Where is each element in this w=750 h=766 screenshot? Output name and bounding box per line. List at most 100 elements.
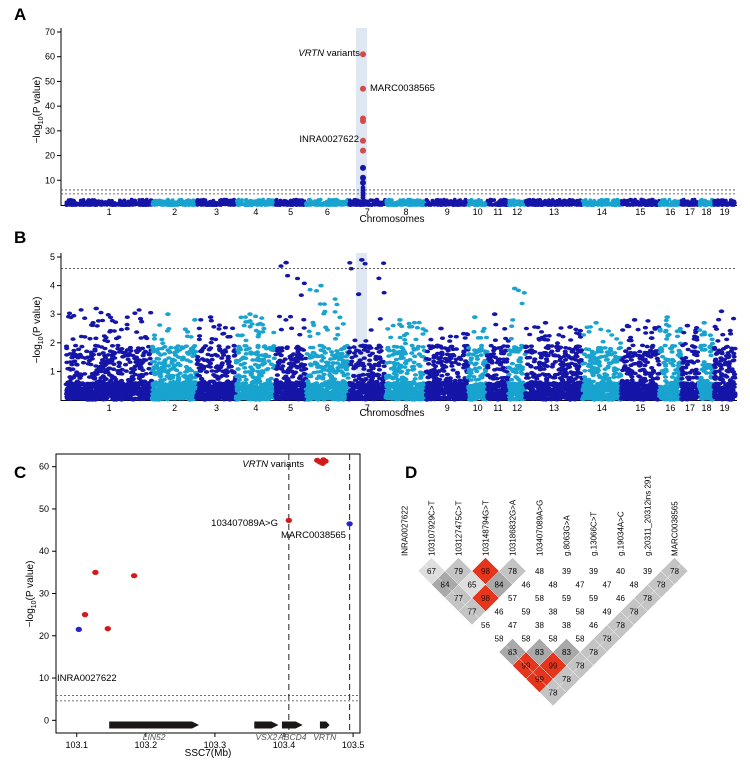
panel-b-point <box>124 326 130 331</box>
panel-b-point <box>183 344 189 349</box>
panel-a-point <box>542 200 547 205</box>
panel-b-point <box>129 386 135 391</box>
panel-b-point <box>235 367 241 371</box>
panel-a-point <box>471 201 476 206</box>
panel-a-point <box>625 203 630 207</box>
panel-b-point <box>109 374 115 378</box>
panel-b-point <box>182 373 188 378</box>
panel-b-point <box>98 310 104 315</box>
panel-b-point <box>90 398 96 402</box>
panel-b-point <box>78 334 84 339</box>
panel-b-point <box>338 369 344 373</box>
panel-b-point <box>99 318 106 323</box>
panel-b-point <box>235 359 241 363</box>
panel-a-point <box>72 201 77 206</box>
panel-a-chromosome-label: 12 <box>512 207 522 217</box>
panel-b-point <box>255 365 261 369</box>
panel-b-point <box>245 370 252 374</box>
panel-b-point <box>259 316 265 320</box>
panel-b-point <box>267 394 273 399</box>
panel-b-point <box>78 392 84 397</box>
panel-b-point <box>109 359 115 363</box>
panel-b-point <box>192 344 198 348</box>
panel-b-point <box>142 335 149 339</box>
panel-b-point <box>151 365 157 369</box>
panel-a-point <box>228 198 233 203</box>
panel-b-point <box>133 360 139 364</box>
panel-b-point <box>151 349 157 353</box>
panel-b-point <box>223 369 229 373</box>
panel-a-point <box>275 203 280 207</box>
panel-a-point <box>274 198 279 203</box>
panel-b-point <box>128 367 135 371</box>
panel-a-peak-point <box>360 147 366 154</box>
panel-b-points <box>63 258 738 402</box>
panel-b-point <box>307 287 313 292</box>
panel-a-point <box>353 203 358 207</box>
panel-b-point <box>205 389 211 393</box>
panel-a-point <box>119 202 124 207</box>
panel-b-point <box>308 385 314 390</box>
panel-b-point <box>151 337 158 341</box>
panel-b-point <box>80 360 87 365</box>
panel-b-point <box>150 381 156 386</box>
panel-a-point <box>267 200 271 205</box>
panel-b-point <box>198 318 204 322</box>
panel-b-point <box>184 384 190 388</box>
panel-a-point <box>612 203 617 207</box>
panel-a-point <box>573 201 578 205</box>
panel-b-point <box>105 339 111 344</box>
panel-b-point <box>196 366 202 370</box>
panel-b-point <box>102 388 108 393</box>
panel-a-thresholds <box>61 189 737 195</box>
panel-a-point <box>102 202 107 207</box>
panel-b-point <box>196 337 202 342</box>
panel-b-point <box>223 381 229 386</box>
panel-b-point <box>138 365 144 370</box>
panel-b-point <box>191 382 197 386</box>
panel-a-y-tick-label: 40 <box>45 101 55 111</box>
panel-b-point <box>322 351 328 355</box>
panel-b-point <box>184 350 190 355</box>
panel-b-point <box>128 370 134 375</box>
panel-b-point <box>295 350 301 354</box>
panel-b-point <box>137 316 144 321</box>
panel-b-point <box>253 314 259 319</box>
panel-b-point <box>136 308 142 312</box>
panel-b-point <box>274 373 280 377</box>
panel-b-point <box>190 348 196 353</box>
panel-b-point <box>238 315 244 320</box>
panel-b-point <box>177 371 183 376</box>
panel-a-point <box>707 200 712 205</box>
panel-b-point <box>115 343 121 348</box>
panel-b-point <box>196 326 202 331</box>
panel-b-point <box>187 359 193 364</box>
panel-b-point <box>201 366 207 370</box>
panel-b-point <box>83 382 90 387</box>
panel-b-point <box>156 367 162 372</box>
panel-a-point <box>213 203 217 207</box>
panel-b-point <box>197 334 203 338</box>
panel-b-point <box>101 360 107 365</box>
panel-b-point <box>228 385 234 389</box>
panel-a-point <box>528 202 533 207</box>
panel-a-peak-point <box>360 179 366 186</box>
panel-a-chromosome-label: 3 <box>214 207 219 217</box>
panel-b-point <box>194 393 200 397</box>
panel-b-point <box>217 396 224 400</box>
panel-a-point <box>487 199 491 203</box>
panel-b-point <box>169 374 176 379</box>
panel-a-point <box>340 202 345 207</box>
panel-a-point <box>299 202 304 206</box>
panel-a-point <box>498 198 503 203</box>
panel-b-point <box>301 317 307 322</box>
panel-a-point <box>129 198 134 203</box>
panel-a-point <box>581 202 586 207</box>
panel-b-point <box>170 386 176 390</box>
panel-b-point <box>139 372 145 377</box>
panel-b-point <box>133 355 139 360</box>
panel-b-point <box>296 365 302 369</box>
panel-b-point <box>66 311 73 316</box>
panel-b-point <box>203 370 210 374</box>
